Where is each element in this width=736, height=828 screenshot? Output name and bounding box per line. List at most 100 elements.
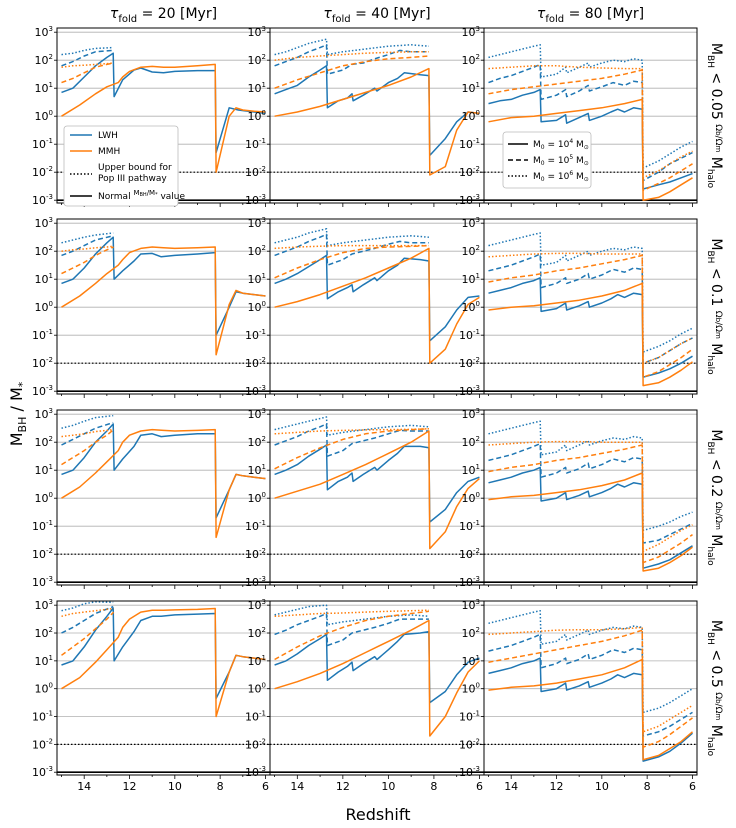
y-tick-label: 103 <box>248 407 266 421</box>
x-tick-label: 8 <box>217 780 224 793</box>
series-group <box>274 38 480 176</box>
series-mmh-seed-1e5 <box>61 246 114 275</box>
series-mmh-seed-1e4 <box>61 428 266 539</box>
series-mmh-seed-1e6 <box>488 626 693 733</box>
x-tick-label: 8 <box>644 780 651 793</box>
series-mmh-seed-1e5 <box>274 428 429 470</box>
series-mmh-seed-1e6 <box>488 252 693 364</box>
column-titles: τfold = 20 [Myr] τfold = 40 [Myr] τfold = … <box>110 6 644 25</box>
series-lwh-seed-1e6 <box>488 420 693 532</box>
y-tick-label: 103 <box>462 216 480 230</box>
series-mmh-seed-1e5 <box>274 55 429 89</box>
series-lwh-seed-1e4 <box>488 277 693 378</box>
y-tick-label: 10-2 <box>459 165 480 179</box>
y-tick-label: 103 <box>248 598 266 612</box>
y-tick-label: 102 <box>462 53 480 67</box>
y-tick-label: 10-1 <box>32 710 53 724</box>
y-tick-label: 10-2 <box>32 737 53 751</box>
y-tick-label: 10-1 <box>459 328 480 342</box>
legend-seed-1e4-label: M0 = 104 M⊙ <box>533 138 589 151</box>
y-axis-label: MBH / M* <box>7 381 29 446</box>
series-lwh-seed-1e4 <box>488 88 693 190</box>
series-lwh-seed-1e5 <box>488 63 693 182</box>
y-tick-label: 103 <box>35 407 53 421</box>
series-group <box>61 232 266 356</box>
series-lwh-seed-1e5 <box>274 423 429 457</box>
series-lwh-seed-1e5 <box>61 421 114 446</box>
y-tick-label: 103 <box>248 216 266 230</box>
y-tick-label: 101 <box>462 463 480 477</box>
series-mmh-seed-1e6 <box>61 428 114 438</box>
series-lwh-seed-1e5 <box>488 633 693 737</box>
series-lwh-seed-1e4 <box>488 657 693 762</box>
y-tick-label: 10-3 <box>32 765 53 779</box>
y-tick-label: 103 <box>248 25 266 39</box>
y-tick-label: 10-1 <box>32 137 53 151</box>
series-group <box>61 601 266 718</box>
series-mmh-seed-1e6 <box>274 51 429 61</box>
legend-mmh-label: MMH <box>98 147 120 157</box>
y-tick-label: 100 <box>35 491 53 505</box>
series-group <box>488 609 693 762</box>
series-mmh-seed-1e5 <box>488 254 693 378</box>
panel-r0-c1: 10-3 10-2 10-1 100 101 102 103 <box>245 25 485 207</box>
series-lwh-seed-1e6 <box>61 601 114 612</box>
y-tick-label: 102 <box>462 435 480 449</box>
panel-r3-c2: 10-3 10-2 10-1 100 101 102 103 14 12 10 8 6 <box>459 598 698 793</box>
y-tick-label: 100 <box>462 491 480 505</box>
y-tick-label: 102 <box>248 435 266 449</box>
y-tick-label: 101 <box>462 81 480 95</box>
legend-lwh-label: LWH <box>98 131 118 141</box>
column-title-1: τfold = 20 [Myr] <box>110 6 217 25</box>
series-lwh-seed-1e5 <box>274 612 429 647</box>
y-tick-label: 101 <box>35 272 53 286</box>
y-tick-label: 103 <box>35 598 53 612</box>
legend-upper-bound-label-line1: Upper bound for <box>98 163 172 173</box>
y-tick-label: 101 <box>248 463 266 477</box>
y-tick-label: 103 <box>35 25 53 39</box>
seed-legend: M0 = 104 M⊙ M0 = 105 M⊙ M0 = 106 M⊙ <box>502 131 592 189</box>
series-mmh-seed-1e4 <box>488 282 693 387</box>
x-tick-label: 10 <box>381 780 395 793</box>
series-mmh-seed-1e6 <box>61 245 114 252</box>
legend-upper-bound-label-line2: Pop III pathway <box>98 174 167 184</box>
panel-frame <box>56 600 271 776</box>
y-tick-label: 102 <box>35 626 53 640</box>
row-label-1: MBH < 0.05 Ωb/Ωm Mhalo <box>705 43 724 189</box>
y-tick-label: 10-3 <box>459 193 480 207</box>
row-label-4: MBH < 0.5 Ωb/Ωm Mhalo <box>705 620 724 757</box>
panel-r2-c0: 10-3 10-2 10-1 100 101 102 103 <box>32 407 271 589</box>
series-mmh-seed-1e5 <box>61 429 115 466</box>
x-tick-label: 6 <box>262 780 269 793</box>
y-tick-label: 10-1 <box>459 519 480 533</box>
seed-legend-frame <box>502 131 592 189</box>
y-tick-label: 10-2 <box>459 737 480 751</box>
x-tick-label: 8 <box>430 780 437 793</box>
y-tick-label: 103 <box>462 598 480 612</box>
y-tick-label: 102 <box>462 244 480 258</box>
y-tick-label: 10-2 <box>245 356 266 370</box>
x-tick-label: 14 <box>77 780 91 793</box>
legend-seed-1e6-label: M0 = 106 M⊙ <box>533 170 589 183</box>
y-tick-label: 10-1 <box>245 137 266 151</box>
series-lwh-seed-1e4 <box>274 630 480 704</box>
series-mmh-seed-1e4 <box>488 98 693 201</box>
series-mmh-seed-1e4 <box>274 67 480 176</box>
series-mmh-seed-1e5 <box>61 611 115 656</box>
y-tick-label: 10-1 <box>459 137 480 151</box>
y-tick-label: 10-1 <box>245 519 266 533</box>
series-group <box>274 416 480 550</box>
y-tick-label: 101 <box>35 81 53 95</box>
series-mmh-seed-1e5 <box>488 629 693 748</box>
y-tick-label: 101 <box>35 654 53 668</box>
y-tick-label: 10-2 <box>245 737 266 751</box>
series-lwh-seed-1e6 <box>274 416 429 436</box>
x-tick-label: 6 <box>689 780 696 793</box>
legend-seed-1e5-label: M0 = 105 M⊙ <box>533 154 589 167</box>
y-tick-label: 100 <box>248 682 266 696</box>
series-mmh-seed-1e4 <box>61 63 266 173</box>
series-mmh-seed-1e6 <box>61 607 114 618</box>
y-tick-label: 102 <box>248 53 266 67</box>
series-group <box>274 604 480 737</box>
y-tick-label: 10-3 <box>245 765 266 779</box>
